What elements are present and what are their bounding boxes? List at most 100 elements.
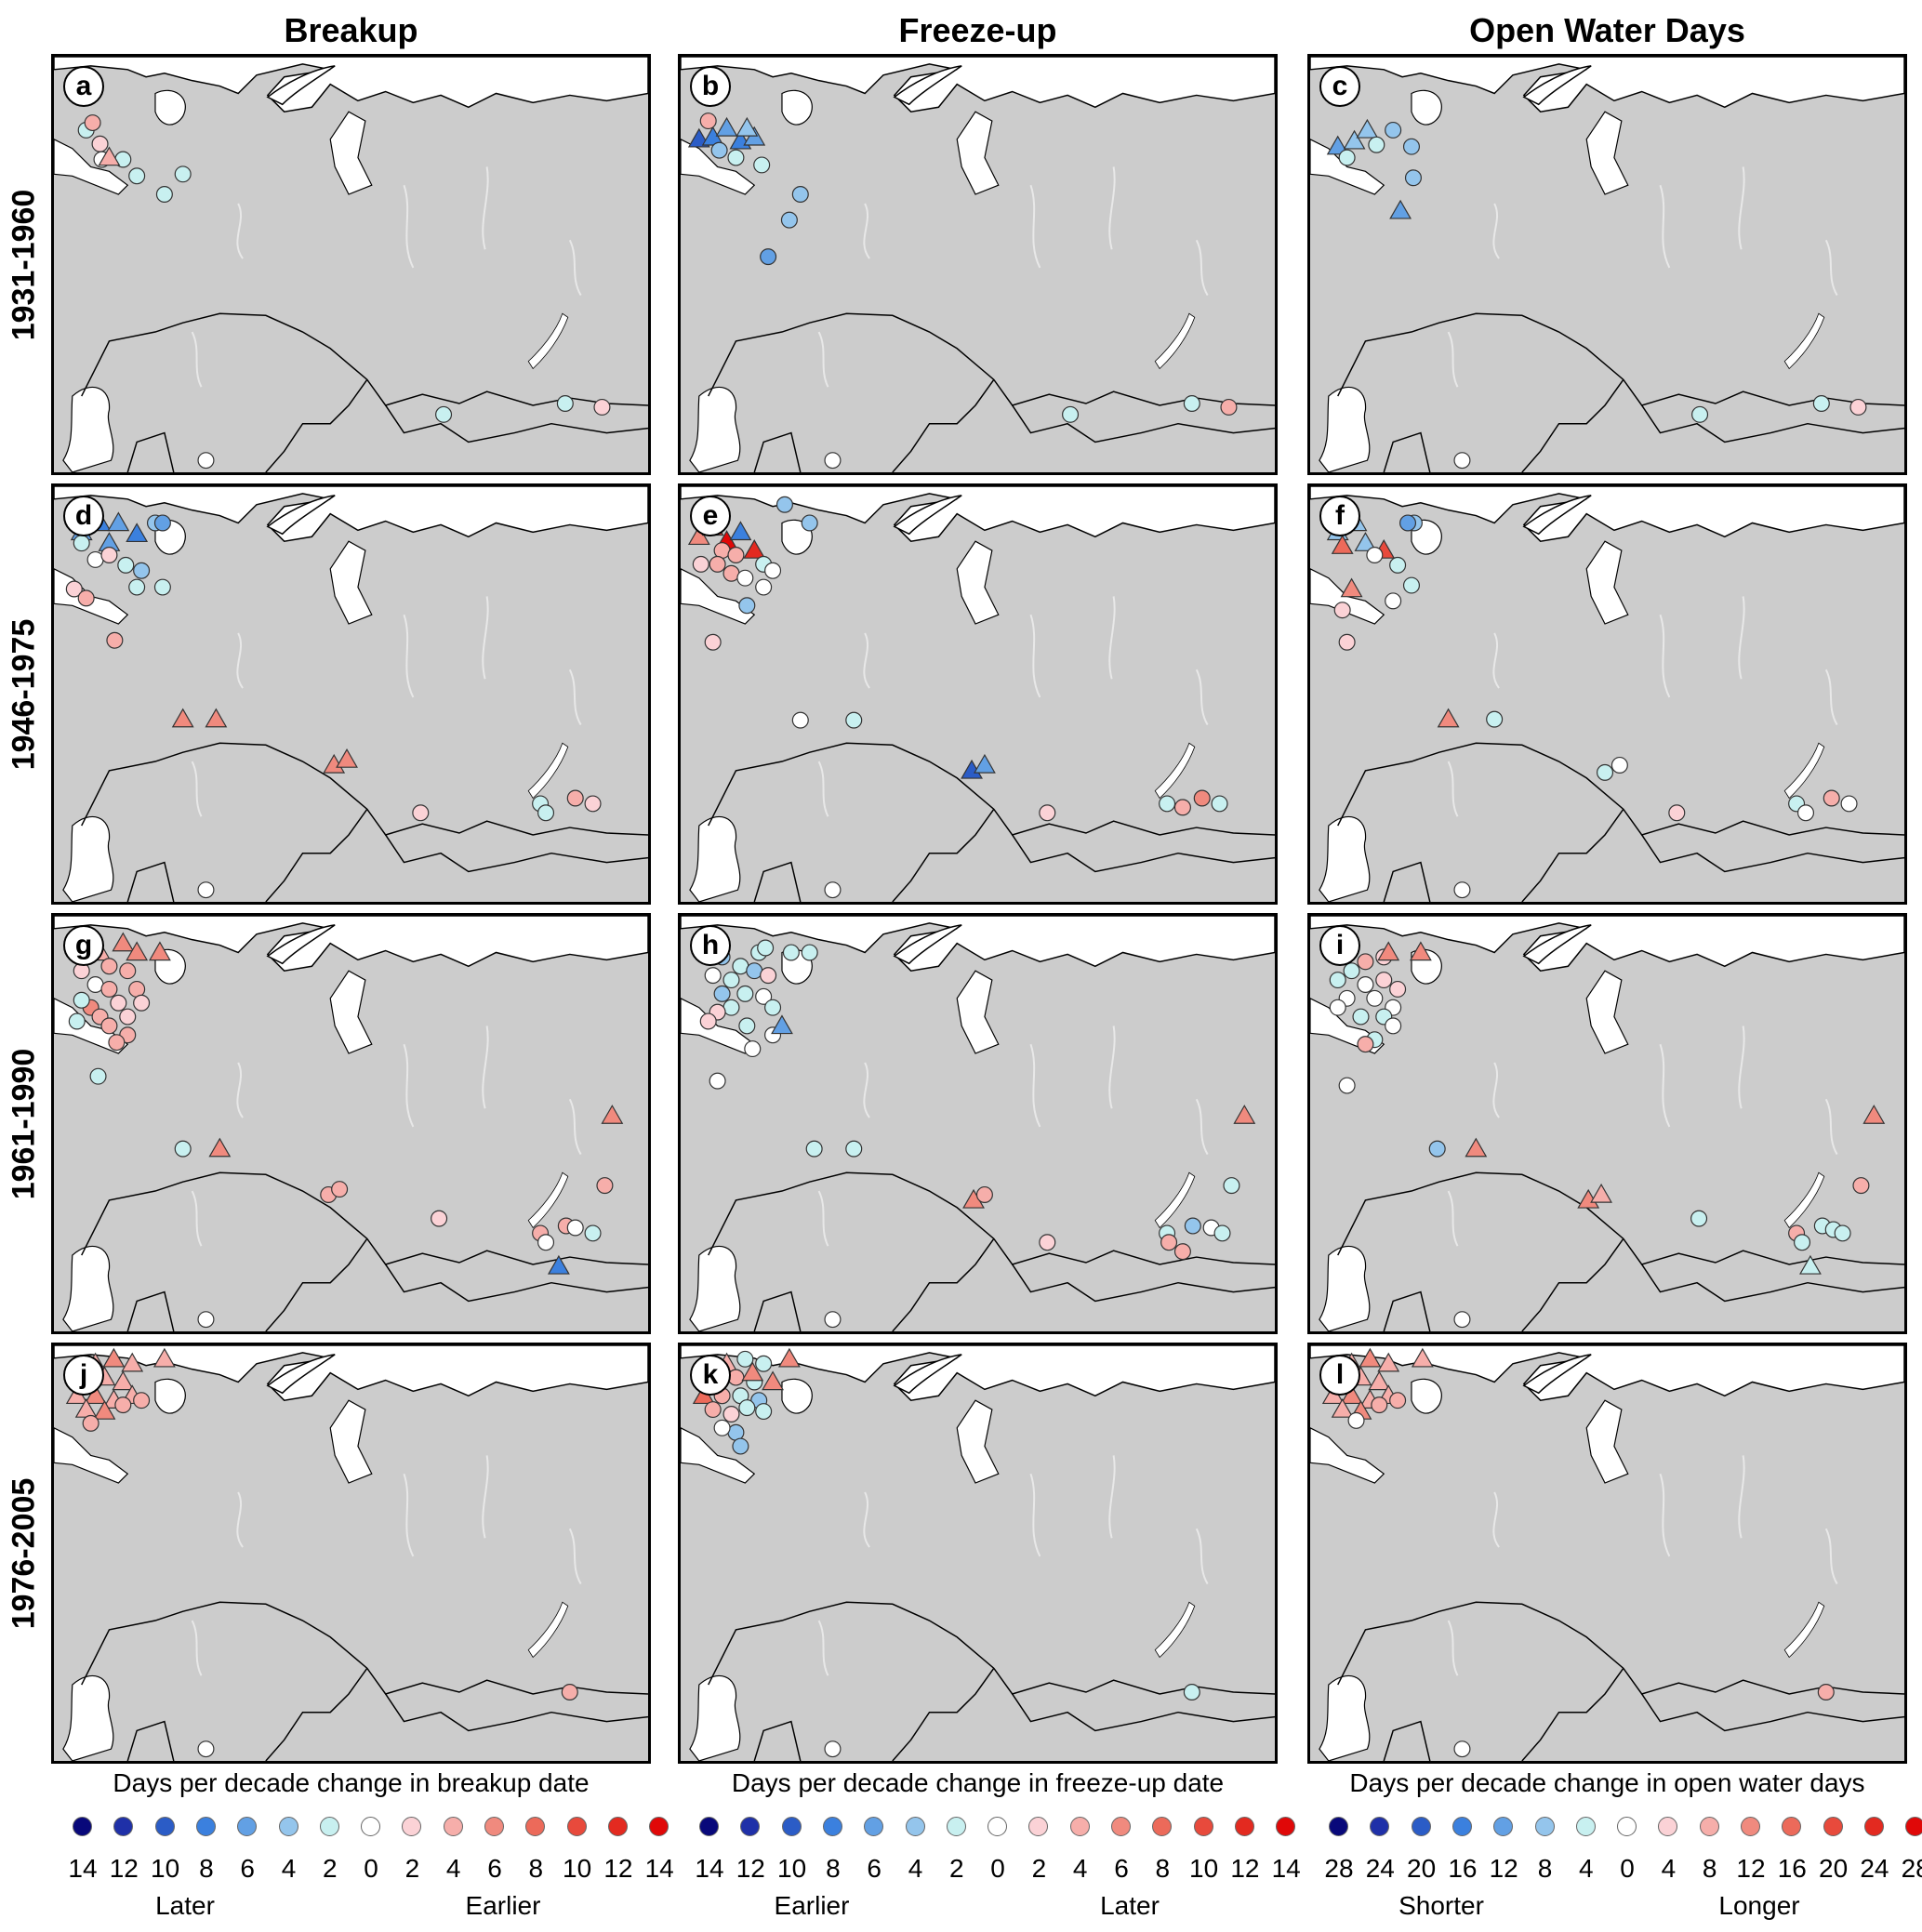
legend-tick-label: 14 [644, 1854, 674, 1883]
station-triangle-marker [1862, 1105, 1886, 1124]
legend-swatch [946, 1817, 966, 1836]
station-circle-marker [738, 1399, 756, 1417]
station-circle-marker [1366, 989, 1384, 1007]
legend-swatch [73, 1817, 92, 1836]
station-circle-marker [824, 1311, 842, 1329]
station-circle-marker [412, 804, 430, 822]
legend-swatch [905, 1817, 925, 1836]
station-circle-marker [431, 1210, 448, 1227]
station-circle-marker [760, 248, 777, 266]
yamal-gulf [1585, 1399, 1629, 1484]
southern-border [892, 1667, 995, 1761]
legend-tick-label: 6 [487, 1854, 502, 1883]
legend-tick-label: 20 [1407, 1854, 1437, 1883]
station-circle-marker [1690, 1210, 1708, 1227]
legend-swatch [1411, 1817, 1431, 1836]
legend-tick-label: 10 [151, 1854, 180, 1883]
legend-swatch [525, 1817, 546, 1836]
station-circle-marker [73, 991, 90, 1009]
panel-letter-j: j [63, 1355, 104, 1396]
map-basemap [681, 1345, 1275, 1761]
station-triangle-marker [1377, 1352, 1400, 1372]
station-circle-marker [174, 1140, 192, 1158]
legend-title: Days per decade change in breakup date [113, 1768, 590, 1797]
legend-tick-label: 12 [1230, 1854, 1260, 1883]
map-panel-l: l [1307, 1343, 1907, 1764]
mongolia-border [385, 1693, 648, 1732]
station-circle-marker [755, 987, 773, 1005]
yamal-gulf [956, 970, 1000, 1054]
station-triangle-marker [126, 523, 149, 543]
station-circle-marker [593, 398, 611, 416]
caspian-sea [689, 386, 741, 472]
legend-tick-label: 2 [323, 1854, 338, 1883]
station-circle-marker [561, 1684, 578, 1700]
arctic-coastline [54, 486, 648, 542]
station-circle-marker [1389, 1392, 1407, 1409]
station-circle-marker [755, 1403, 773, 1421]
novaya-zemlya [266, 1354, 336, 1395]
row-title-1931-1960: 1931-1960 [6, 189, 42, 340]
southern-border [892, 378, 995, 472]
caspian-sea [1319, 815, 1371, 902]
station-circle-marker [100, 1017, 118, 1035]
station-circle-marker [100, 980, 118, 998]
column-title-freeze-up: Freeze-up [898, 11, 1057, 49]
station-triangle-marker [974, 753, 996, 774]
station-triangle-marker [1356, 118, 1379, 139]
caspian-sea [1319, 1245, 1371, 1331]
map-basemap [54, 57, 648, 472]
novaya-zemlya [266, 495, 336, 536]
arctic-coastline [681, 1345, 1275, 1401]
map-panel-e: e [678, 483, 1278, 905]
station-circle-marker [722, 1406, 740, 1423]
mongolia-border [385, 1264, 648, 1303]
lake-baikal [1154, 1171, 1196, 1229]
legend-tick-label: 2 [1031, 1854, 1047, 1883]
station-triangle-marker [107, 511, 130, 532]
novaya-zemlya [893, 1354, 962, 1395]
station-circle-marker [1062, 405, 1080, 423]
caspian-sea [689, 1245, 741, 1331]
baltic-coast [681, 568, 756, 625]
panel-letter-d: d [63, 496, 104, 536]
station-circle-marker [82, 1414, 99, 1432]
legend-left-label: Later [155, 1891, 215, 1920]
legend-title: Days per decade change in freeze-up date [731, 1768, 1225, 1797]
legend-tick-label: 8 [199, 1854, 214, 1883]
yamal-gulf [956, 540, 1000, 625]
station-circle-marker [744, 1040, 762, 1058]
station-triangle-marker [1590, 1183, 1612, 1203]
station-circle-marker [133, 994, 151, 1012]
station-circle-marker [1453, 1311, 1471, 1329]
station-circle-marker [1668, 804, 1686, 822]
station-circle-marker [805, 1140, 823, 1158]
legend-tick-label: 14 [1271, 1854, 1301, 1883]
mongolia-border [385, 404, 648, 443]
legend-swatch [1534, 1817, 1555, 1836]
station-circle-marker [1398, 514, 1417, 532]
legend-tick-label: 8 [1537, 1854, 1553, 1883]
station-circle-marker [197, 1740, 215, 1758]
legend-swatch [699, 1817, 719, 1836]
map-basemap [54, 1345, 648, 1761]
legend-swatch [1111, 1817, 1131, 1836]
station-circle-marker [1159, 795, 1176, 813]
station-circle-marker [753, 156, 771, 174]
legend-swatch [607, 1817, 628, 1836]
river-traces [817, 596, 1209, 817]
station-circle-marker [764, 562, 782, 579]
legend-swatch [1823, 1817, 1843, 1836]
southern-border [265, 1667, 368, 1761]
yamal-gulf [1585, 970, 1629, 1054]
station-circle-marker [699, 1012, 717, 1030]
station-circle-marker [1486, 710, 1504, 728]
caspian-sea [62, 815, 114, 902]
station-circle-marker [108, 1034, 126, 1052]
station-circle-marker [1823, 789, 1840, 807]
southern-border [892, 808, 995, 902]
legend-tick-label: 4 [1072, 1854, 1088, 1883]
station-circle-marker [1183, 1684, 1200, 1700]
lake-baikal [1783, 1601, 1825, 1659]
map-panel-j: j [51, 1343, 651, 1764]
